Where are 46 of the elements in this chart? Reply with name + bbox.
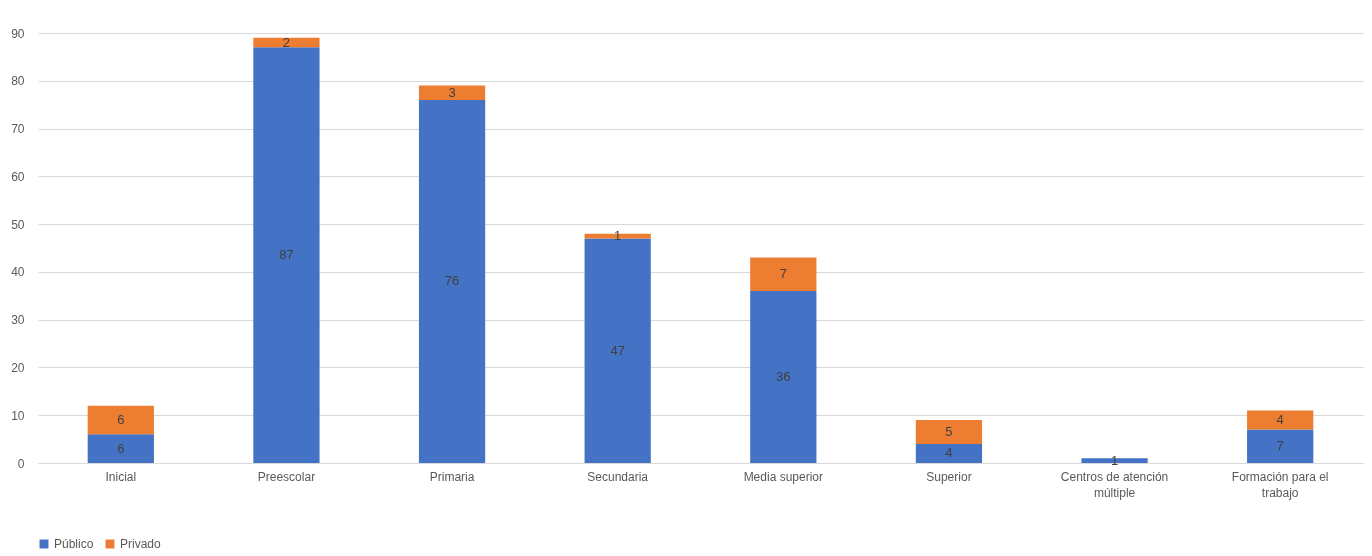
y-tick-label: 80 [11, 74, 25, 89]
y-tick-label: 90 [11, 26, 25, 41]
bar [1081, 458, 1148, 463]
data-label: 3 [448, 84, 456, 100]
y-tick-label: 10 [11, 408, 25, 423]
bar [253, 47, 320, 463]
bar [418, 99, 486, 463]
x-tick-label: Formación para el trabajo [1231, 469, 1329, 500]
data-label: 6 [117, 440, 125, 456]
bar [584, 238, 651, 463]
data-label: 36 [776, 369, 791, 384]
bar [87, 434, 154, 463]
x-tick-label: Superior [926, 469, 972, 484]
data-label: 47 [610, 342, 625, 358]
x-tick-label: Primaria [429, 469, 475, 484]
y-tick-label: 0 [17, 456, 25, 471]
x-tick-label: Preescolar [257, 469, 316, 484]
x-tick-label: Media superior [743, 469, 823, 484]
data-label: 7 [1276, 438, 1284, 454]
x-tick-label: Centros de atención múltiple [1060, 469, 1169, 500]
y-tick-label: 60 [11, 169, 25, 184]
data-label: 6 [117, 412, 125, 427]
bar [915, 420, 983, 444]
data-label: 4 [1276, 412, 1284, 427]
bar [750, 291, 817, 463]
legend-label: Público [54, 537, 94, 551]
bar [750, 257, 817, 291]
x-tick-label: Inicial [105, 469, 137, 484]
y-tick-label: 70 [11, 122, 25, 137]
bar [1247, 410, 1314, 430]
bar [87, 405, 154, 435]
y-tick-label: 40 [11, 265, 25, 280]
x-tick-label: Secundaria [587, 469, 649, 484]
bar [418, 85, 486, 100]
data-label: 5 [945, 423, 953, 439]
data-label: 76 [444, 273, 460, 289]
data-label: 2 [282, 34, 291, 50]
y-tick-label: 20 [11, 360, 25, 375]
data-label: 7 [779, 266, 787, 282]
y-tick-label: 50 [11, 217, 25, 232]
data-label: 4 [945, 445, 953, 461]
bar [915, 443, 983, 463]
data-label: 87 [279, 247, 294, 263]
legend-label: Privado [120, 537, 162, 551]
bar [1247, 429, 1314, 463]
y-tick-label: 30 [11, 313, 25, 328]
